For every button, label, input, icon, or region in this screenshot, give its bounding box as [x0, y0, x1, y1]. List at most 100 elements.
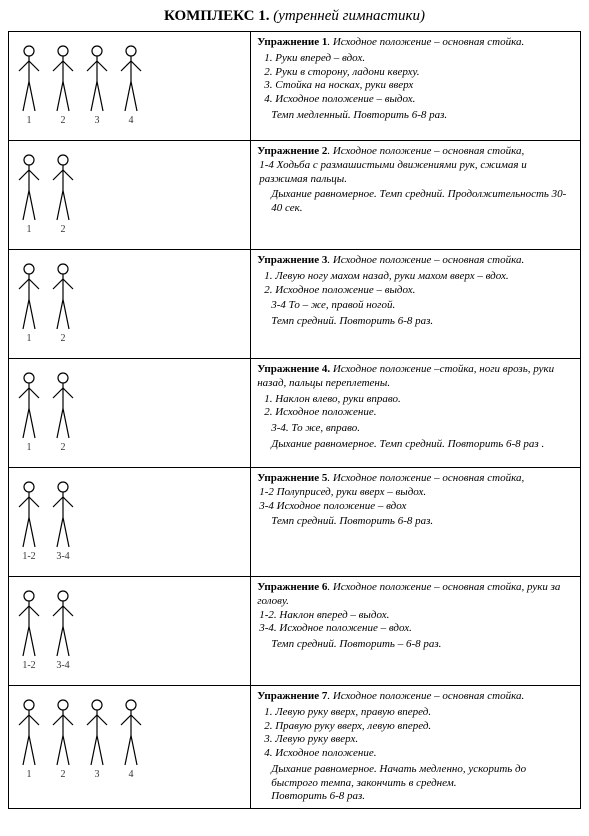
exercise-heading: Упражнение 5	[257, 472, 327, 484]
figure-label: 1	[27, 224, 32, 235]
figure-label: 2	[61, 769, 66, 780]
figure-label: 1	[27, 333, 32, 344]
figure-item: 1	[15, 43, 43, 126]
figure-item: 4	[117, 43, 145, 126]
figure-label: 1	[27, 769, 32, 780]
figure-item: 3	[83, 697, 111, 780]
figure-item: 3	[83, 43, 111, 126]
exercise-tail: Темп средний. Повторить – 6-8 раз.	[271, 638, 574, 652]
exercise-heading: Упражнение 1	[257, 36, 327, 48]
exercise-step: Левую ногу махом назад, руки махом вверх…	[275, 270, 574, 284]
exercise-step: Правую руку вверх, левую вперед.	[275, 720, 574, 734]
exercise-body: 1-2. Наклон вперед – выдох. 3-4. Исходно…	[259, 609, 574, 637]
figure-label: 1-2	[22, 551, 35, 562]
figure-item: 1	[15, 697, 43, 780]
figure-label: 2	[61, 333, 66, 344]
title-ital: (утренней гимнастики)	[273, 8, 425, 24]
exercise-body: 1-2 Полуприсед, руки вверх – выдох. 3-4 …	[259, 486, 574, 514]
exercise-steps: Левую руку вверх, правую вперед.Правую р…	[275, 706, 574, 761]
figure-item: 2	[49, 370, 77, 453]
exercise-row: 1-2 3-4 Упражнение 6. Исходное положение –…	[9, 577, 581, 686]
exercise-row: 1-2 3-4 Упражнение 5. Исходное положение –…	[9, 468, 581, 577]
text-cell: Упражнение 5. Исходное положение – основ…	[251, 468, 581, 577]
exercise-heading: Упражнение 4.	[257, 363, 330, 375]
figure-label: 3	[95, 115, 100, 126]
figure-item: 1-2	[15, 479, 43, 562]
exercise-steps: Руки вперед – вдох.Руки в сторону, ладон…	[275, 52, 574, 107]
exercise-steps: Наклон влево, руки вправо.Исходное полож…	[275, 393, 574, 421]
figure-label: 3-4	[56, 660, 69, 671]
figure-label: 2	[61, 115, 66, 126]
exercise-step: Руки в сторону, ладони кверху.	[275, 66, 574, 80]
exercise-steps: Левую ногу махом назад, руки махом вверх…	[275, 270, 574, 298]
exercise-tail: Темп медленный. Повторить 6-8 раз.	[271, 109, 574, 123]
figure-label: 3	[95, 769, 100, 780]
exercise-row: 12Упражнение 3. Исходное положение – осн…	[9, 250, 581, 359]
figure-item: 1	[15, 261, 43, 344]
exercise-intro: . Исходное положение – основная стойка.	[327, 254, 524, 266]
figure-item: 3-4	[49, 588, 77, 671]
exercise-tail: Дыхание равномерное. Начать медленно, ус…	[271, 763, 574, 804]
exercise-table: 1234Упражнение 1. Исходное положение – о…	[8, 31, 581, 809]
figure-cell: 12	[9, 250, 251, 359]
figure-cell: 1 2 3 4	[9, 686, 251, 809]
exercise-extra: 3-4 То – же, правой ногой.	[271, 299, 574, 313]
figure-item: 1	[15, 152, 43, 235]
exercise-tail: Дыхание равномерное. Темп средний. Продо…	[271, 188, 574, 216]
exercise-intro: . Исходное положение – основная стойка,	[327, 472, 524, 484]
text-cell: Упражнение 7. Исходное положение – основ…	[251, 686, 581, 809]
exercise-heading: Упражнение 7	[257, 690, 327, 702]
figure-label: 2	[61, 442, 66, 453]
exercise-intro: . Исходное положение – основная стойка,	[327, 145, 524, 157]
exercise-heading: Упражнение 6	[257, 581, 327, 593]
exercise-row: 1 2 3 4 Упражнение 7. Исходное положение – о…	[9, 686, 581, 809]
figure-item: 3-4	[49, 479, 77, 562]
exercise-step: Руки вперед – вдох.	[275, 52, 574, 66]
exercise-step: Наклон влево, руки вправо.	[275, 393, 574, 407]
figure-label: 4	[129, 769, 134, 780]
text-cell: Упражнение 1. Исходное положение – основ…	[251, 32, 581, 141]
exercise-row: 1 2 3 4 Упражнение 1. Исходное положение – о…	[9, 32, 581, 141]
figure-label: 1	[27, 442, 32, 453]
exercise-heading: Упражнение 2	[257, 145, 327, 157]
text-cell: Упражнение 3. Исходное положение – основ…	[251, 250, 581, 359]
exercise-extra: 3-4. То же, вправо.	[271, 422, 574, 436]
title-bold: КОМПЛЕКС 1.	[164, 8, 270, 24]
exercise-heading: Упражнение 3	[257, 254, 327, 266]
exercise-tail: Темп средний. Повторить 6-8 раз.	[271, 515, 574, 529]
exercise-intro: . Исходное положение – основная стойка.	[327, 690, 524, 702]
figure-label: 3-4	[56, 551, 69, 562]
exercise-body: 1-4 Ходьба с размашистыми движениями рук…	[259, 159, 574, 187]
text-cell: Упражнение 6. Исходное положение – основ…	[251, 577, 581, 686]
exercise-step: Исходное положение – выдох.	[275, 93, 574, 107]
figure-item: 1-2	[15, 588, 43, 671]
page-title: КОМПЛЕКС 1. (утренней гимнастики)	[8, 8, 581, 25]
exercise-tail: Дыхание равномерное. Темп средний. Повто…	[271, 438, 574, 452]
figure-label: 1	[27, 115, 32, 126]
figure-item: 2	[49, 697, 77, 780]
figure-cell: 12	[9, 141, 251, 250]
figure-label: 2	[61, 224, 66, 235]
figure-cell: 1-2 3-4	[9, 577, 251, 686]
figure-item: 1	[15, 370, 43, 453]
figure-cell: 12	[9, 359, 251, 468]
exercise-step: Исходное положение.	[275, 406, 574, 420]
figure-cell: 1-2 3-4	[9, 468, 251, 577]
exercise-intro: . Исходное положение – основная стойка.	[327, 36, 524, 48]
exercise-row: 12Упражнение 2. Исходное положение – осн…	[9, 141, 581, 250]
exercise-row: 12Упражнение 4. Исходное положение –стой…	[9, 359, 581, 468]
figure-label: 4	[129, 115, 134, 126]
figure-cell: 1 2 3 4	[9, 32, 251, 141]
figure-label: 1-2	[22, 660, 35, 671]
text-cell: Упражнение 2. Исходное положение – основ…	[251, 141, 581, 250]
figure-item: 2	[49, 261, 77, 344]
exercise-tail: Темп средний. Повторить 6-8 раз.	[271, 315, 574, 329]
exercise-step: Левую руку вверх.	[275, 733, 574, 747]
figure-item: 4	[117, 697, 145, 780]
exercise-step: Левую руку вверх, правую вперед.	[275, 706, 574, 720]
exercise-step: Исходное положение.	[275, 747, 574, 761]
figure-item: 2	[49, 152, 77, 235]
exercise-step: Стойка на носках, руки вверх	[275, 79, 574, 93]
exercise-step: Исходное положение – выдох.	[275, 284, 574, 298]
figure-item: 2	[49, 43, 77, 126]
